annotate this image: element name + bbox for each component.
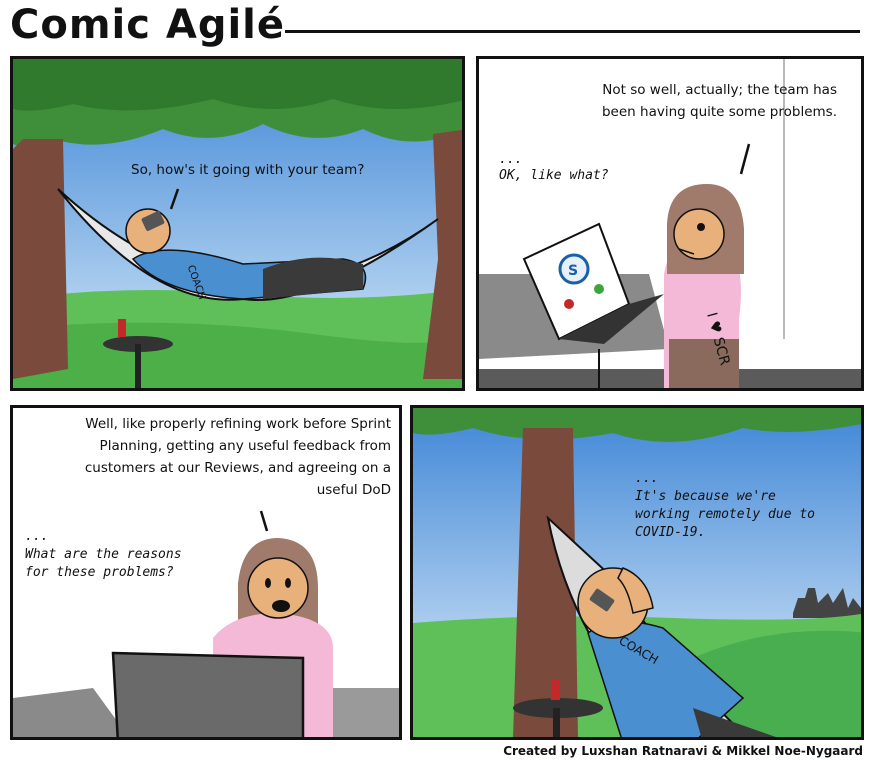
- panel-2-developer: S I ♥ SCR Not so well, actually; the tea…: [476, 56, 864, 391]
- panel-3-developer: Well, like properly refining work before…: [10, 405, 402, 740]
- left-trunk: [13, 139, 68, 379]
- panel-3-thought: What are the reasons for these problems?: [25, 547, 182, 580]
- panel-4-illustration: COACH: [413, 408, 861, 737]
- panel-3-speech: Well, like properly refining work before…: [84, 416, 391, 498]
- panel-2-speech: Not so well, actually; the team has been…: [601, 82, 837, 120]
- panel-4-hammock: COACH ... It's because we're working rem…: [410, 405, 864, 740]
- right-trunk: [423, 129, 462, 379]
- panel-2-thought: OK, like what?: [499, 168, 609, 183]
- tree-trunk: [513, 428, 578, 737]
- panel-2-illustration: S I ♥ SCR: [479, 59, 861, 388]
- skype-logo-icon: S: [568, 263, 578, 279]
- comic-title: Comic Agilé: [10, 2, 286, 48]
- title-underline: [285, 30, 860, 33]
- panel-4-thought: It's because we're working remotely due …: [635, 489, 816, 540]
- panel-1-hammock: So, how's it going with your team? COACH: [10, 56, 465, 391]
- panel-1-speech: So, how's it going with your team?: [131, 162, 365, 178]
- panel-2-thought-dots: ...: [499, 152, 523, 167]
- panel-4-thought-dots: ...: [635, 471, 659, 486]
- credit-line: Created by Luxshan Ratnaravi & Mikkel No…: [503, 744, 863, 758]
- panel-3-illustration: [13, 408, 399, 737]
- panel-3-thought-dots: ...: [25, 529, 49, 544]
- panel-1-illustration: [13, 59, 462, 388]
